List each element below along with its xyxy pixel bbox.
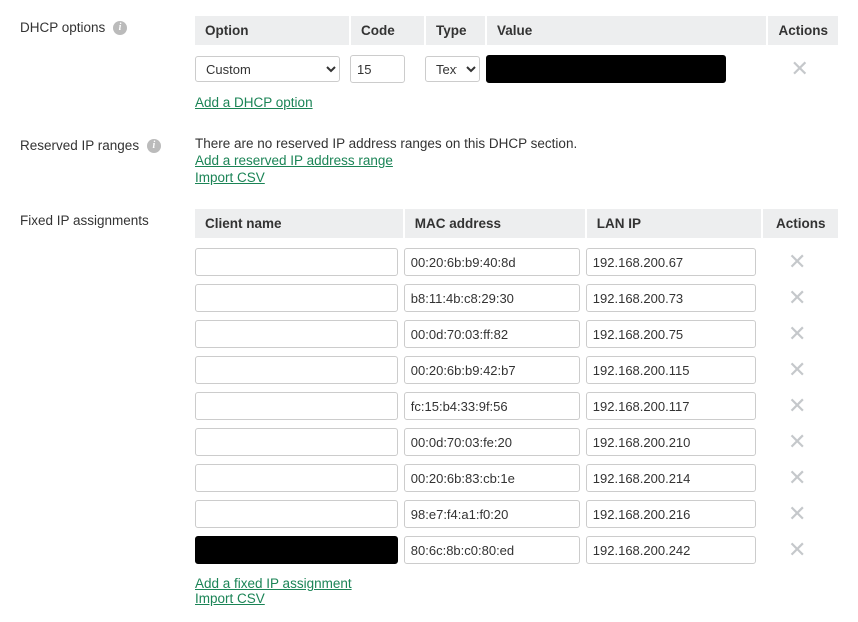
- table-row: ✕: [195, 532, 838, 568]
- delete-icon[interactable]: ✕: [784, 501, 810, 526]
- table-row: ✕: [195, 496, 838, 532]
- th-option: Option: [195, 16, 350, 45]
- dhcp-options-section: DHCP options i Option Code Type Value Ac…: [20, 16, 838, 110]
- add-fixed-ip-link[interactable]: Add a fixed IP assignment: [195, 576, 352, 591]
- reserved-ip-label: Reserved IP ranges i: [20, 134, 195, 153]
- client-name-input[interactable]: [195, 500, 398, 528]
- import-csv-link[interactable]: Import CSV: [195, 591, 265, 606]
- delete-icon[interactable]: ✕: [784, 249, 810, 274]
- table-row: ✕: [195, 460, 838, 496]
- lan-ip-input[interactable]: [586, 392, 757, 420]
- import-csv-link[interactable]: Import CSV: [195, 170, 838, 185]
- dhcp-options-label: DHCP options i: [20, 16, 195, 35]
- add-dhcp-option-link[interactable]: Add a DHCP option: [195, 95, 313, 110]
- delete-icon[interactable]: ✕: [784, 321, 810, 346]
- th-actions: Actions: [762, 209, 838, 238]
- delete-icon[interactable]: ✕: [784, 465, 810, 490]
- lan-ip-input[interactable]: [586, 536, 757, 564]
- th-code: Code: [350, 16, 425, 45]
- th-ip: LAN IP: [586, 209, 763, 238]
- mac-input[interactable]: [404, 284, 580, 312]
- lan-ip-input[interactable]: [586, 248, 757, 276]
- mac-input[interactable]: [404, 392, 580, 420]
- reserved-ip-section: Reserved IP ranges i There are no reserv…: [20, 134, 838, 185]
- option-select[interactable]: Custom: [195, 56, 340, 82]
- dhcp-options-table: Option Code Type Value Actions Custom Te…: [195, 16, 838, 87]
- mac-input[interactable]: [404, 428, 580, 456]
- lan-ip-input[interactable]: [586, 464, 757, 492]
- type-select[interactable]: Text: [425, 56, 480, 82]
- client-name-input[interactable]: [195, 248, 398, 276]
- add-reserved-range-link[interactable]: Add a reserved IP address range: [195, 153, 838, 168]
- client-name-input[interactable]: [195, 536, 398, 564]
- client-name-input[interactable]: [195, 428, 398, 456]
- lan-ip-input[interactable]: [586, 500, 757, 528]
- code-input[interactable]: [350, 55, 405, 83]
- th-mac: MAC address: [404, 209, 586, 238]
- mac-input[interactable]: [404, 356, 580, 384]
- th-client: Client name: [195, 209, 404, 238]
- table-row: ✕: [195, 424, 838, 460]
- info-icon[interactable]: i: [147, 139, 161, 153]
- fixed-ip-label: Fixed IP assignments: [20, 209, 195, 228]
- table-row: ✕: [195, 388, 838, 424]
- delete-icon[interactable]: ✕: [784, 357, 810, 382]
- fixed-ip-table: Client name MAC address LAN IP Actions ✕…: [195, 209, 838, 568]
- delete-icon[interactable]: ✕: [787, 56, 813, 81]
- info-icon[interactable]: i: [113, 21, 127, 35]
- delete-icon[interactable]: ✕: [784, 429, 810, 454]
- mac-input[interactable]: [404, 248, 580, 276]
- lan-ip-input[interactable]: [586, 428, 757, 456]
- mac-input[interactable]: [404, 500, 580, 528]
- lan-ip-input[interactable]: [586, 320, 757, 348]
- lan-ip-input[interactable]: [586, 284, 757, 312]
- table-row: ✕: [195, 238, 838, 280]
- lan-ip-input[interactable]: [586, 356, 757, 384]
- dhcp-option-row: Custom Text ✕: [195, 45, 838, 87]
- reserved-empty-text: There are no reserved IP address ranges …: [195, 134, 838, 151]
- th-value: Value: [486, 16, 767, 45]
- mac-input[interactable]: [404, 536, 580, 564]
- client-name-input[interactable]: [195, 320, 398, 348]
- mac-input[interactable]: [404, 320, 580, 348]
- client-name-input[interactable]: [195, 356, 398, 384]
- delete-icon[interactable]: ✕: [784, 537, 810, 562]
- table-row: ✕: [195, 316, 838, 352]
- client-name-input[interactable]: [195, 392, 398, 420]
- mac-input[interactable]: [404, 464, 580, 492]
- client-name-input[interactable]: [195, 464, 398, 492]
- fixed-ip-section: Fixed IP assignments Client name MAC add…: [20, 209, 838, 606]
- th-actions: Actions: [767, 16, 838, 45]
- client-name-input[interactable]: [195, 284, 398, 312]
- table-row: ✕: [195, 280, 838, 316]
- delete-icon[interactable]: ✕: [784, 285, 810, 310]
- value-input[interactable]: [486, 55, 726, 83]
- delete-icon[interactable]: ✕: [784, 393, 810, 418]
- th-type: Type: [425, 16, 486, 45]
- table-row: ✕: [195, 352, 838, 388]
